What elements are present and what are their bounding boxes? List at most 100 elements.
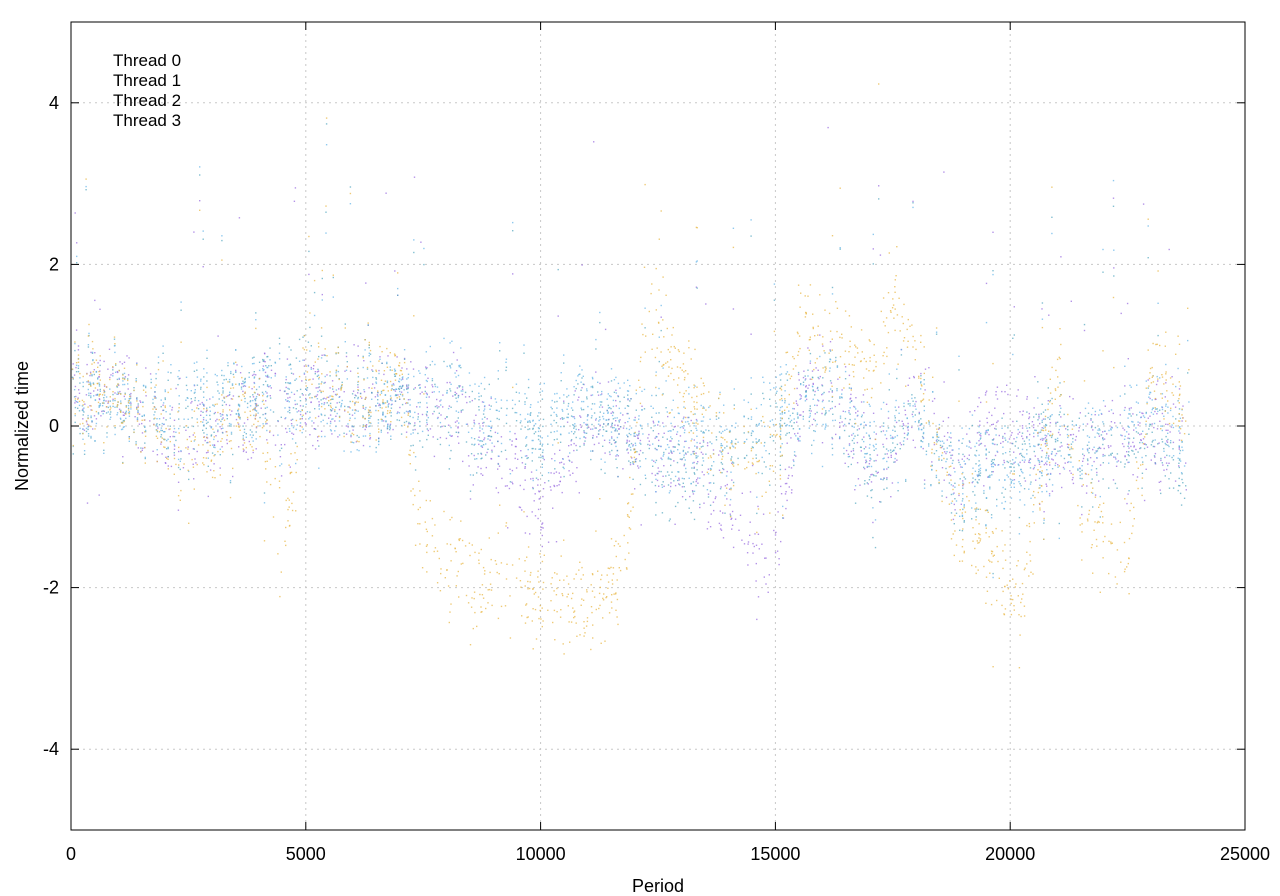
data-point [922,437,925,440]
data-point [362,435,365,437]
data-point [797,440,800,442]
data-point [1110,409,1113,411]
data-point [642,452,644,454]
data-point [94,399,97,401]
data-point [997,464,999,466]
data-point [290,419,292,421]
data-point [137,406,139,409]
data-point [389,427,391,429]
data-point [354,397,356,399]
data-point [887,417,890,419]
data-point [213,446,215,448]
data-point [629,400,631,402]
data-point [257,412,259,414]
data-point [249,405,252,407]
data-point [737,441,739,443]
data-point [935,476,938,479]
data-point [797,404,799,406]
data-point [460,390,462,392]
data-point [677,479,679,482]
data-point [200,386,202,389]
data-point [155,377,157,380]
data-point [1178,466,1180,469]
data-point [537,401,539,403]
data-point [437,416,439,419]
data-point [676,431,679,433]
data-point [780,424,782,427]
data-point [292,373,295,375]
data-point [210,426,213,428]
data-point [480,395,482,397]
data-point [714,497,716,500]
data-point [280,463,283,465]
data-point [1048,455,1050,457]
data-point [542,588,544,590]
data-point [1102,455,1104,457]
data-point [619,387,621,389]
data-point [651,416,653,418]
data-point [920,372,922,375]
data-point [1004,432,1006,435]
data-point [138,423,141,425]
data-point [262,360,264,362]
data-point [988,475,990,478]
data-point [542,425,544,428]
data-point [405,402,407,405]
data-point [372,370,374,372]
data-point [611,427,614,429]
data-point [1004,437,1006,439]
data-point [791,475,793,477]
data-point [524,463,527,465]
data-point [386,380,389,382]
data-point [443,360,445,363]
data-point [469,490,472,492]
data-point [992,576,994,579]
data-point [585,423,587,426]
data-point [354,394,356,396]
data-point [1037,443,1039,446]
data-point [730,518,732,520]
data-point [490,457,492,460]
data-point [562,458,564,460]
data-point [860,401,863,403]
data-point [743,543,746,545]
data-point [687,416,689,419]
data-point [130,408,132,410]
data-point [448,444,450,447]
data-point [959,529,961,531]
data-point [160,399,162,401]
data-point [242,437,244,439]
data-point [418,384,420,386]
data-point [1033,432,1035,434]
data-point [1130,415,1132,417]
data-point [259,416,261,419]
data-point [1041,302,1044,304]
data-point [616,467,618,469]
data-point [465,441,468,443]
data-point [950,454,952,457]
data-point [636,435,639,437]
data-point [103,391,106,393]
data-point [566,421,569,423]
data-point [860,450,862,452]
data-point [1145,411,1147,414]
data-point [464,391,467,394]
data-point [896,368,898,370]
data-point [640,443,642,445]
data-point [213,405,215,407]
data-point [992,471,994,473]
data-point [180,301,182,303]
data-point [829,349,831,351]
data-point [557,442,559,444]
data-point [595,419,597,421]
data-point [918,421,920,424]
data-point [481,440,484,442]
data-point [628,460,630,462]
data-point [487,425,489,427]
data-point [370,415,372,417]
data-point [1058,537,1060,540]
data-point [695,261,698,263]
data-point [667,430,669,432]
data-point [515,438,518,440]
data-point [477,439,479,441]
